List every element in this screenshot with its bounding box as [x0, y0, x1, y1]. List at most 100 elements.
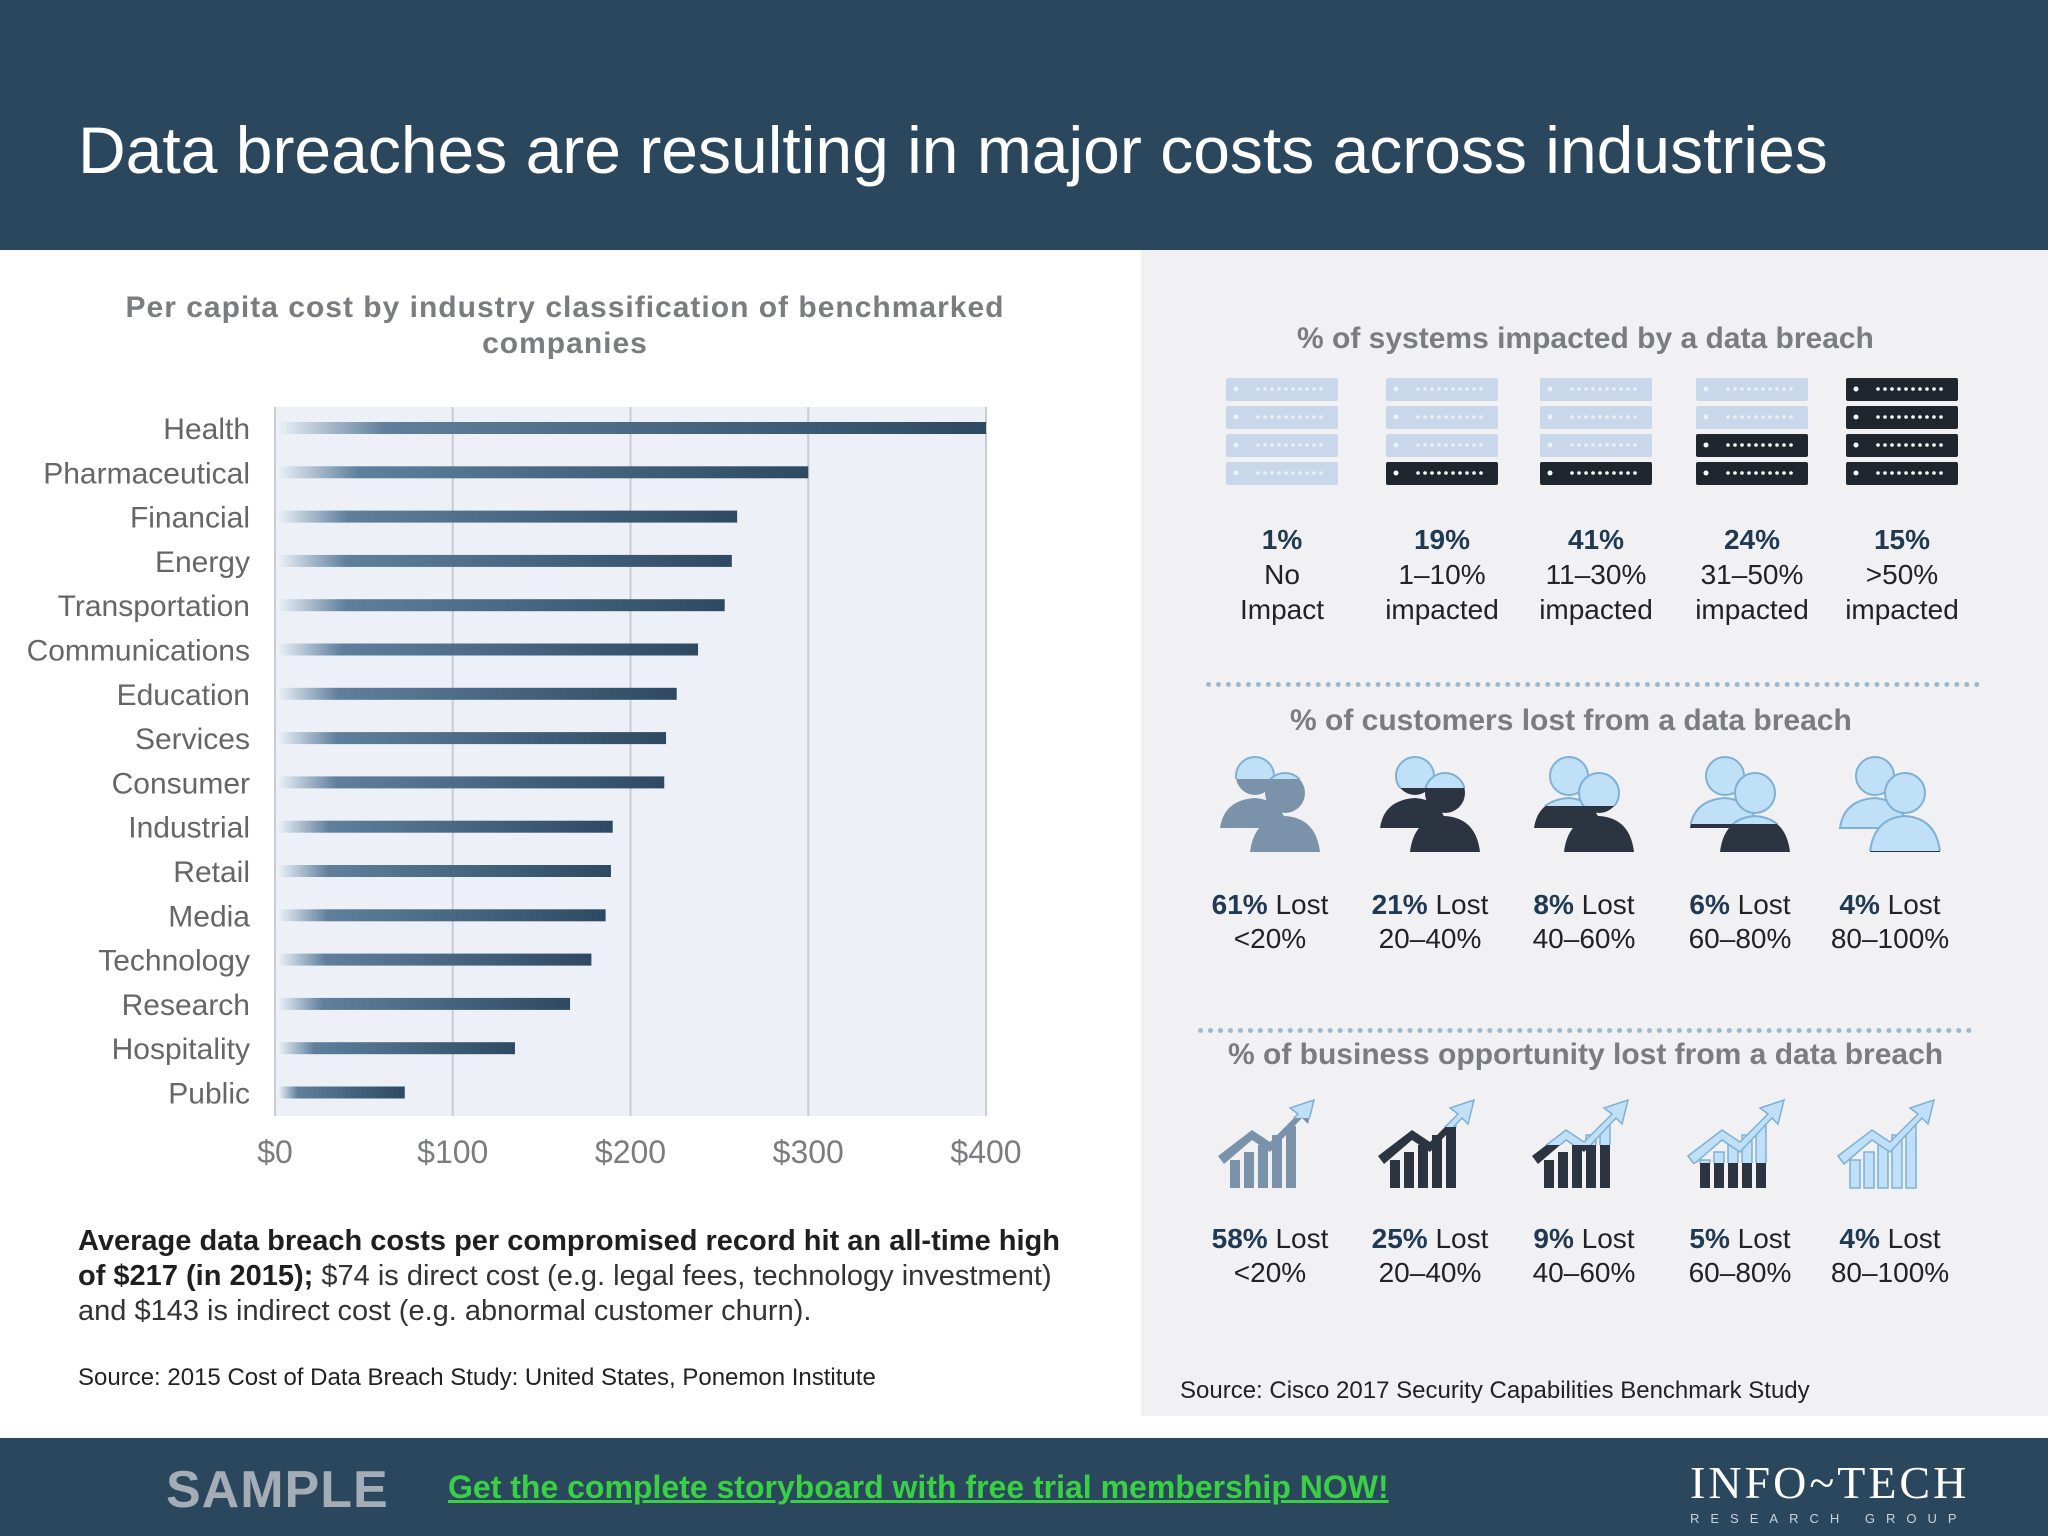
- item-icon: [1362, 372, 1522, 501]
- server-rack-icon: [1696, 378, 1808, 485]
- divider-2: [1198, 1028, 1972, 1033]
- stat-item: 8% Lost 40–60%: [1504, 888, 1664, 956]
- item-icon: [1810, 1090, 1970, 1199]
- bar: [279, 997, 571, 1010]
- item-icon: [1190, 1090, 1350, 1199]
- stat-item: 24% 31–50% impacted: [1672, 522, 1832, 627]
- item-icon: [1350, 746, 1510, 861]
- item-icon: [1810, 746, 1970, 861]
- item-icon: [1822, 372, 1982, 501]
- bar: [279, 865, 611, 877]
- growth-chart-arrow-icon: [1686, 1098, 1786, 1188]
- footer-bar: [0, 1438, 2048, 1536]
- category-label: Hospitality: [112, 1033, 250, 1066]
- server-rack-icon: [1540, 378, 1652, 485]
- stat-line1: Lost: [1267, 889, 1329, 920]
- stat-line2: 40–60%: [1532, 923, 1636, 954]
- stat-pct: 19%: [1413, 524, 1471, 555]
- systems-title: % of systems impacted by a data breach: [1297, 322, 1874, 355]
- category-label: Public: [168, 1078, 250, 1111]
- category-label: Technology: [98, 945, 250, 978]
- growth-chart-arrow-icon: [1532, 1098, 1630, 1188]
- stat-item: 5% Lost 60–80%: [1660, 1222, 1820, 1290]
- stat-line1: 31–50%: [1700, 559, 1804, 590]
- bar: [279, 820, 613, 833]
- item-icon: [1350, 1090, 1510, 1199]
- trial-membership-link[interactable]: Get the complete storyboard with free tr…: [448, 1469, 1389, 1505]
- x-tick-label: $0: [257, 1134, 293, 1170]
- customers-title: % of customers lost from a data breach: [1290, 704, 1852, 737]
- stat-pct: 21%: [1371, 889, 1428, 920]
- item-icon: [1504, 1090, 1664, 1199]
- bar: [279, 599, 725, 612]
- stat-line1: No: [1264, 559, 1300, 590]
- stat-item: 61% Lost <20%: [1190, 888, 1350, 956]
- category-label: Media: [168, 900, 250, 933]
- bar: [279, 643, 699, 656]
- stat-line2: 60–80%: [1688, 923, 1792, 954]
- stat-item: 58% Lost <20%: [1190, 1222, 1350, 1290]
- category-label: Pharmaceutical: [43, 457, 250, 490]
- stat-item: 21% Lost 20–40%: [1350, 888, 1510, 956]
- stat-line2: impacted: [1845, 594, 1959, 625]
- x-tick-label: $200: [595, 1134, 666, 1170]
- category-label: Industrial: [128, 812, 250, 845]
- stat-line2: impacted: [1385, 594, 1499, 625]
- stat-item: 15% >50% impacted: [1822, 522, 1982, 627]
- logo-sub: RESEARCH GROUP: [1690, 1511, 1968, 1526]
- item-icon: [1660, 1090, 1820, 1199]
- bar: [279, 1042, 515, 1055]
- stat-item: 9% Lost 40–60%: [1504, 1222, 1664, 1290]
- item-icon: [1190, 746, 1350, 861]
- stat-pct: 25%: [1371, 1223, 1428, 1254]
- stat-pct: 4%: [1839, 889, 1880, 920]
- category-label: Retail: [173, 856, 250, 889]
- stat-line1: Lost: [1427, 889, 1489, 920]
- stat-pct: 61%: [1211, 889, 1268, 920]
- sample-label: SAMPLE: [166, 1461, 389, 1519]
- growth-chart-arrow-icon: [1378, 1098, 1476, 1188]
- x-tick-label: $100: [417, 1134, 488, 1170]
- category-label: Health: [163, 413, 250, 446]
- category-label: Research: [122, 989, 250, 1022]
- summary-rest: $74 is direct cost (e.g. legal fees, tec…: [78, 1260, 1052, 1327]
- stat-line2: impacted: [1539, 594, 1653, 625]
- stat-line2: 40–60%: [1532, 1257, 1636, 1288]
- stat-item: 25% Lost 20–40%: [1350, 1222, 1510, 1290]
- source-right: Source: Cisco 2017 Security Capabilities…: [1180, 1377, 1810, 1404]
- two-people-icon: [1689, 756, 1790, 852]
- stat-line1: Lost: [1879, 1223, 1941, 1254]
- stat-pct: 9%: [1533, 1223, 1574, 1254]
- bar: [279, 953, 592, 966]
- stat-line2: impacted: [1695, 594, 1809, 625]
- item-icon: [1516, 372, 1676, 501]
- bar: [279, 776, 665, 789]
- category-label: Transportation: [58, 590, 250, 623]
- stat-line1: Lost: [1729, 1223, 1791, 1254]
- stat-pct: 15%: [1873, 524, 1931, 555]
- x-tick-label: $400: [950, 1134, 1021, 1170]
- stat-line2: <20%: [1233, 1257, 1307, 1288]
- item-icon: [1672, 372, 1832, 501]
- stat-pct: 41%: [1567, 524, 1625, 555]
- page-title: Data breaches are resulting in major cos…: [78, 113, 1828, 187]
- logo-main: INFO~TECH: [1690, 1457, 1970, 1508]
- stat-pct: 6%: [1689, 889, 1730, 920]
- header-bar: Data breaches are resulting in major cos…: [0, 0, 2048, 250]
- stat-line2: 20–40%: [1378, 1257, 1482, 1288]
- stat-line1: Lost: [1267, 1223, 1329, 1254]
- stat-line1: Lost: [1573, 889, 1635, 920]
- item-icon: [1202, 372, 1362, 501]
- stat-line2: 60–80%: [1688, 1257, 1792, 1288]
- two-people-icon: [1220, 756, 1320, 852]
- stat-line1: Lost: [1573, 1223, 1635, 1254]
- bar: [279, 732, 667, 745]
- bar: [279, 909, 606, 922]
- two-people-icon: [1838, 756, 1941, 852]
- stat-line2: Impact: [1239, 594, 1325, 625]
- two-people-icon: [1534, 756, 1634, 852]
- stat-item: 4% Lost 80–100%: [1810, 888, 1970, 956]
- stat-line1: 1–10%: [1398, 559, 1486, 590]
- stat-pct: 5%: [1689, 1223, 1730, 1254]
- bar: [279, 422, 986, 434]
